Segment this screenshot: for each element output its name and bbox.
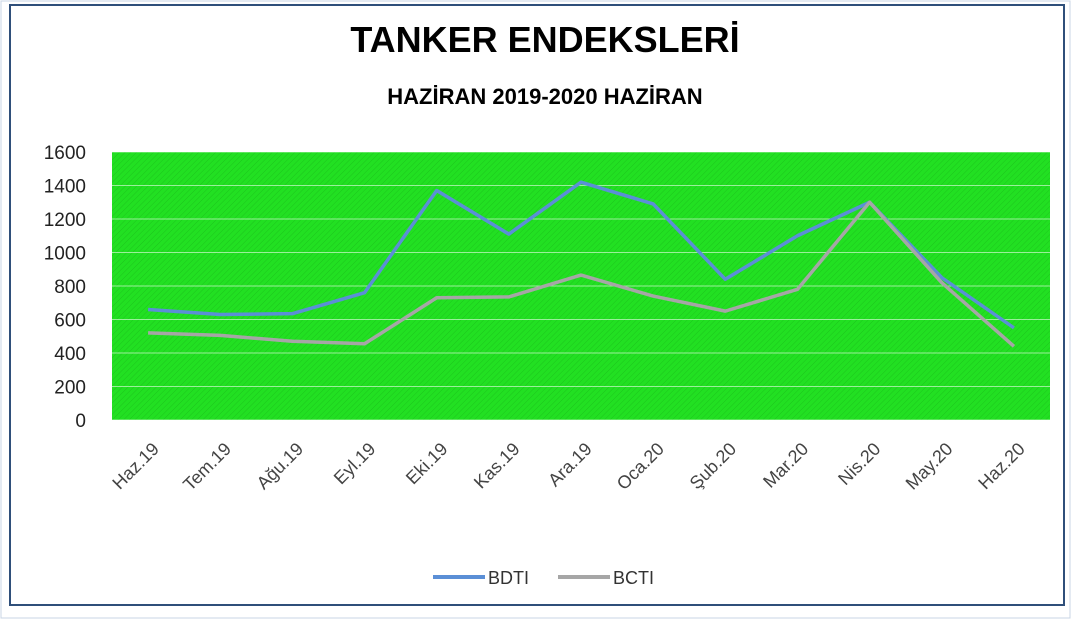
- y-tick-label: 400: [54, 344, 86, 365]
- y-tick-label: 200: [54, 378, 86, 399]
- y-tick-label: 0: [75, 411, 86, 432]
- y-tick-label: 1600: [44, 143, 86, 164]
- legend-label: BCTI: [613, 568, 654, 588]
- chart-subtitle: HAZİRAN 2019-2020 HAZİRAN: [387, 84, 702, 109]
- y-tick-label: 1200: [44, 210, 86, 231]
- y-tick-label: 1000: [44, 244, 86, 265]
- line-series: [148, 200, 1016, 348]
- y-tick-label: 800: [54, 277, 86, 298]
- y-tick-label: 1400: [44, 177, 86, 198]
- legend-label: BDTI: [488, 568, 529, 588]
- y-tick-label: 600: [54, 311, 86, 332]
- chart-title: TANKER ENDEKSLERİ: [350, 19, 739, 60]
